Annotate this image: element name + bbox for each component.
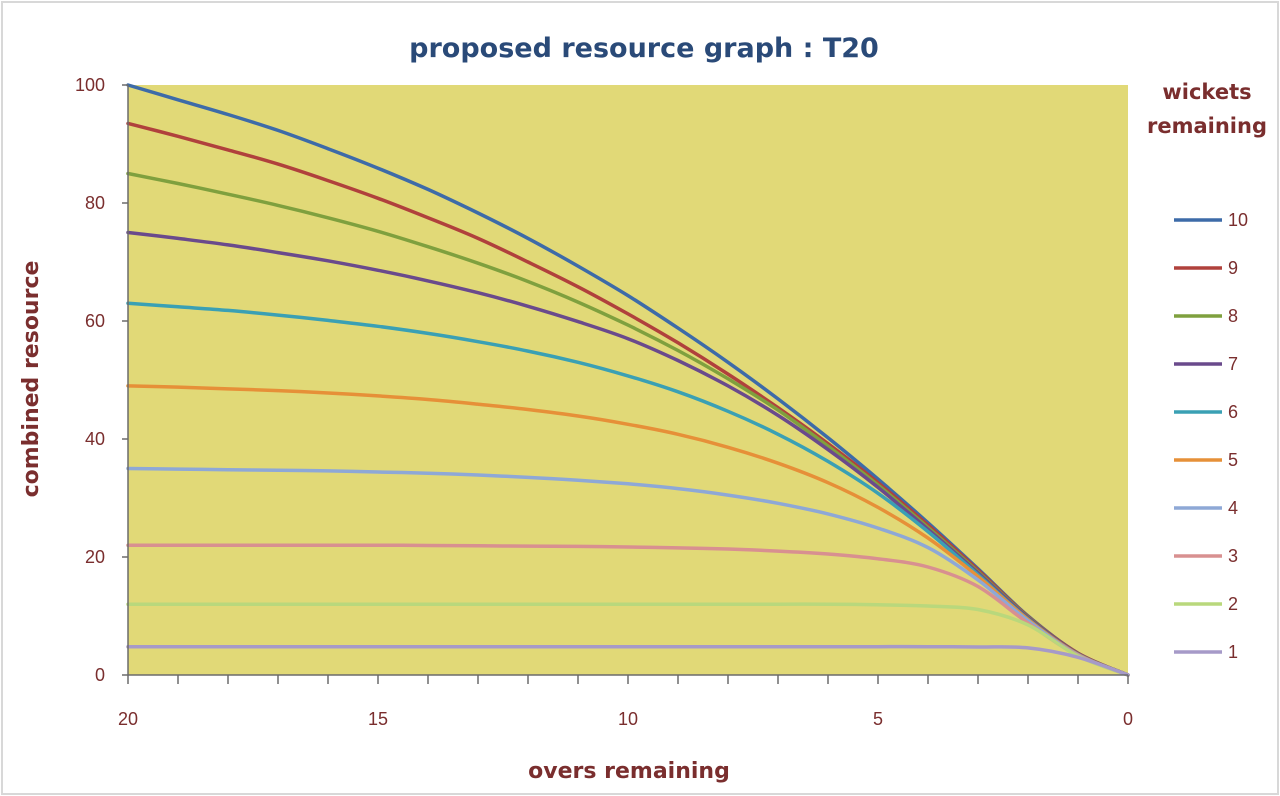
x-tick-label: 10 — [618, 709, 638, 729]
chart-title: proposed resource graph : T20 — [409, 33, 879, 64]
legend-item-2: 2 — [1174, 594, 1238, 614]
y-tick-label: 40 — [85, 429, 105, 449]
legend-item-4: 4 — [1174, 498, 1238, 518]
legend-item-8: 8 — [1174, 306, 1238, 326]
legend-label: 2 — [1228, 594, 1238, 614]
series-line-5 — [126, 384, 1130, 677]
series-line-6 — [126, 301, 1130, 677]
y-tick-label: 100 — [75, 75, 105, 95]
legend-title-line-2: remaining — [1147, 114, 1267, 138]
y-tick-label: 0 — [95, 665, 105, 685]
y-tick-label: 20 — [85, 547, 105, 567]
legend-label: 5 — [1228, 450, 1238, 470]
y-axis-title: combined resource — [19, 261, 44, 498]
legend: 10 9 8 7 6 5 4 3 2 1 — [1174, 210, 1248, 662]
legend-title-line-1: wickets — [1162, 80, 1251, 104]
y-tick-label: 60 — [85, 311, 105, 331]
series-line-1 — [126, 644, 1130, 677]
x-tick-label: 20 — [118, 709, 138, 729]
axes: 0 20 40 60 80 100 20 15 10 5 0 — [75, 75, 1133, 729]
legend-label: 10 — [1228, 210, 1248, 230]
legend-label: 3 — [1228, 546, 1238, 566]
legend-item-1: 1 — [1174, 642, 1238, 662]
legend-item-7: 7 — [1174, 354, 1238, 374]
x-axis-title: overs remaining — [528, 759, 730, 784]
series-line-2 — [126, 602, 1130, 677]
legend-item-9: 9 — [1174, 258, 1238, 278]
legend-item-5: 5 — [1174, 450, 1238, 470]
series-line-3 — [126, 543, 1130, 677]
x-tick-label: 0 — [1123, 709, 1133, 729]
x-tick-label: 15 — [368, 709, 388, 729]
legend-item-6: 6 — [1174, 402, 1238, 422]
legend-item-3: 3 — [1174, 546, 1238, 566]
legend-label: 8 — [1228, 306, 1238, 326]
x-tick-label: 5 — [873, 709, 883, 729]
series-line-4 — [126, 466, 1130, 677]
legend-label: 6 — [1228, 402, 1238, 422]
legend-label: 4 — [1228, 498, 1238, 518]
y-tick-label: 80 — [85, 193, 105, 213]
legend-item-10: 10 — [1174, 210, 1248, 230]
legend-label: 7 — [1228, 354, 1238, 374]
legend-label: 1 — [1228, 642, 1238, 662]
legend-label: 9 — [1228, 258, 1238, 278]
series-lines — [126, 83, 1130, 677]
